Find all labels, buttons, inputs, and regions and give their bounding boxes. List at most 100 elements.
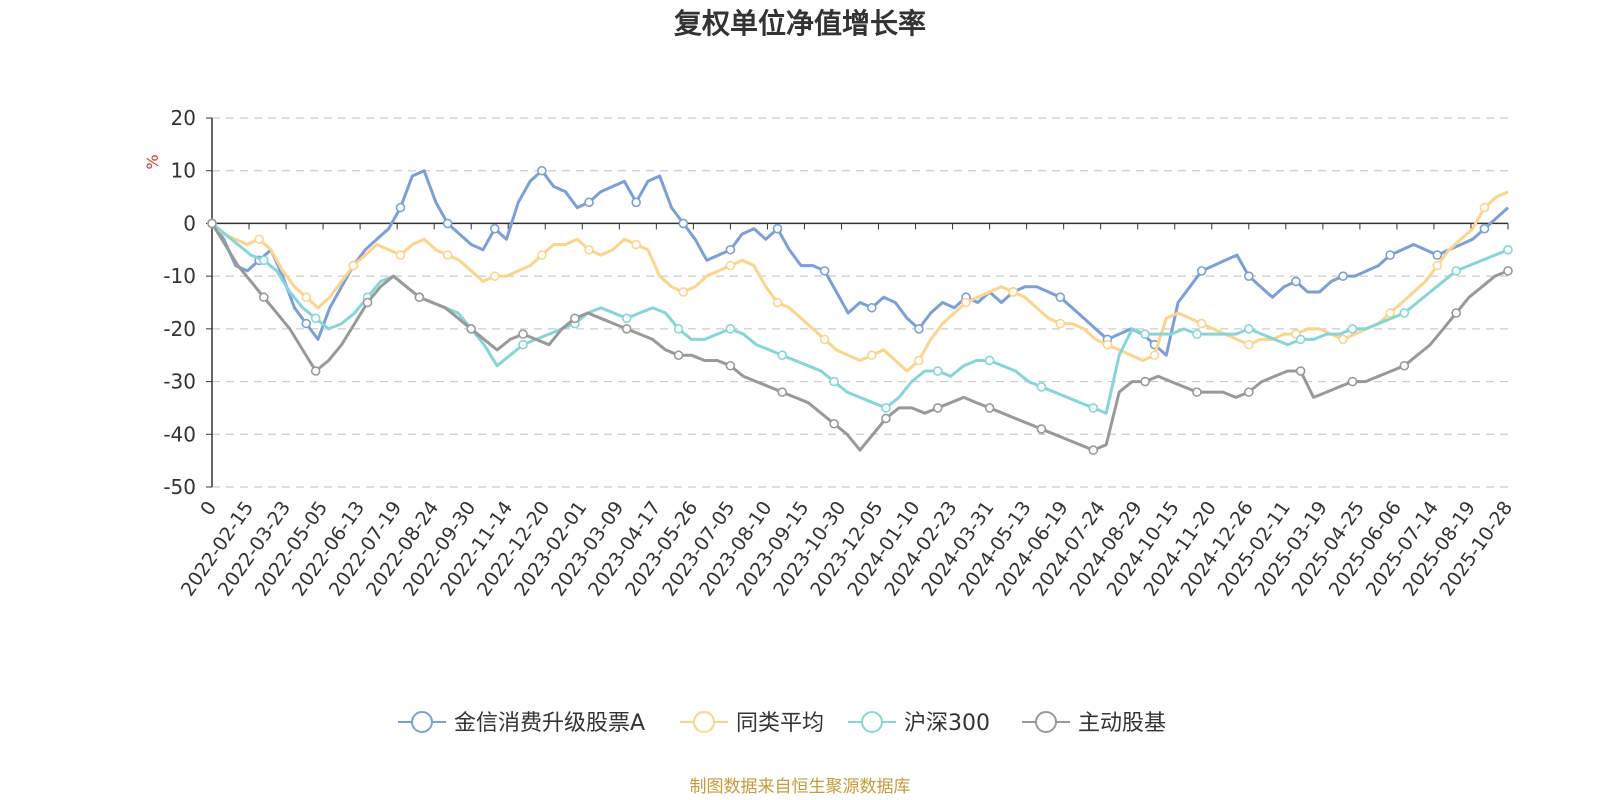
data-point [621,324,632,334]
data-point [442,250,453,260]
data-point [1192,387,1202,397]
data-point [570,313,580,324]
data-point [621,313,632,324]
data-point [819,266,830,276]
data-point [518,339,528,350]
data-point [254,234,264,245]
data-point [1140,376,1150,387]
series-line-3 [211,222,1509,415]
data-point [678,287,689,297]
data-point [725,324,736,334]
data-point [772,297,783,308]
data-point [537,250,547,260]
data-point [414,292,425,303]
source-note: 制图数据来自恒生聚源数据库 [690,777,911,797]
data-point [1036,424,1047,434]
data-point [984,403,995,413]
data-point [1244,271,1254,281]
y-tick-label: -20 [163,317,196,341]
axes [211,118,1508,487]
data-point [1432,250,1443,260]
data-point [631,239,641,250]
legend-marker [861,711,883,733]
data-point [1102,339,1113,350]
data-point [866,302,877,313]
legend-item-2[interactable]: 同类平均 [680,711,824,736]
data-point [1338,271,1348,281]
data-point [1451,266,1461,276]
data-point [1196,266,1207,276]
series-lines [207,165,1513,455]
data-point [259,255,269,266]
legend-item-1[interactable]: 金信消费升级股票A [398,711,645,736]
data-point [584,197,594,208]
data-point [348,260,359,271]
data-point [1244,387,1254,397]
data-point [881,413,891,424]
data-point [442,218,453,229]
data-point [829,418,839,429]
data-point [310,313,321,324]
y-tick-label: 10 [171,159,196,183]
y-axis-unit: % [143,154,162,169]
data-point [914,324,924,334]
data-point [1036,382,1047,392]
data-point [1088,445,1099,455]
data-point [1008,287,1018,297]
data-point [362,297,373,308]
legend-item-4[interactable]: 主动股基 [1022,711,1166,736]
data-point [1347,376,1358,387]
data-point [772,223,783,234]
series-line-2 [210,190,1509,373]
data-point [1479,223,1490,234]
data-point [1432,260,1443,271]
data-point [301,292,312,303]
gridlines [212,117,1508,488]
y-tick-label: -10 [163,264,196,288]
data-point [1244,339,1254,350]
data-point [1055,292,1066,303]
legend-label: 沪深300 [904,711,990,736]
data-point [819,334,830,345]
data-point [395,250,406,260]
data-point [537,165,547,176]
data-point [725,260,736,271]
legend-marker [411,711,433,733]
data-point [584,244,594,255]
data-point [866,350,877,361]
chart-title: 复权单位净值增长率 [674,7,926,40]
data-point [1140,329,1150,339]
y-tick-label: 0 [183,211,196,235]
data-point [466,324,477,334]
y-axis-ticks: 20 10 0 -10 -20 -30 -40 -50 [163,106,212,499]
legend-marker [693,711,715,733]
data-point [777,387,788,397]
data-point [984,355,995,366]
data-point [395,202,406,213]
legend-label: 主动股基 [1078,711,1166,736]
legend-label: 同类平均 [736,711,824,736]
legend-marker [1035,711,1057,733]
data-point [1244,324,1254,334]
data-point [678,218,689,229]
legend-item-3[interactable]: 沪深300 [848,711,990,736]
data-point [310,366,321,376]
data-point [1338,334,1348,345]
data-point [725,360,736,371]
data-point [1291,276,1301,287]
data-point [1055,318,1066,329]
legend[interactable]: 金信消费升级股票A 同类平均 沪深300 主动股基 [398,711,1166,736]
data-point [1385,308,1395,318]
data-point [932,403,943,413]
data-point [259,292,269,303]
data-point [1385,250,1395,260]
data-point [777,350,788,361]
x-tick-label: 0 [196,497,221,520]
data-point [914,355,924,366]
data-point [881,403,891,413]
y-tick-label: -30 [163,370,196,394]
data-point [725,244,736,255]
y-tick-label: 20 [171,106,196,130]
data-point [489,271,500,281]
